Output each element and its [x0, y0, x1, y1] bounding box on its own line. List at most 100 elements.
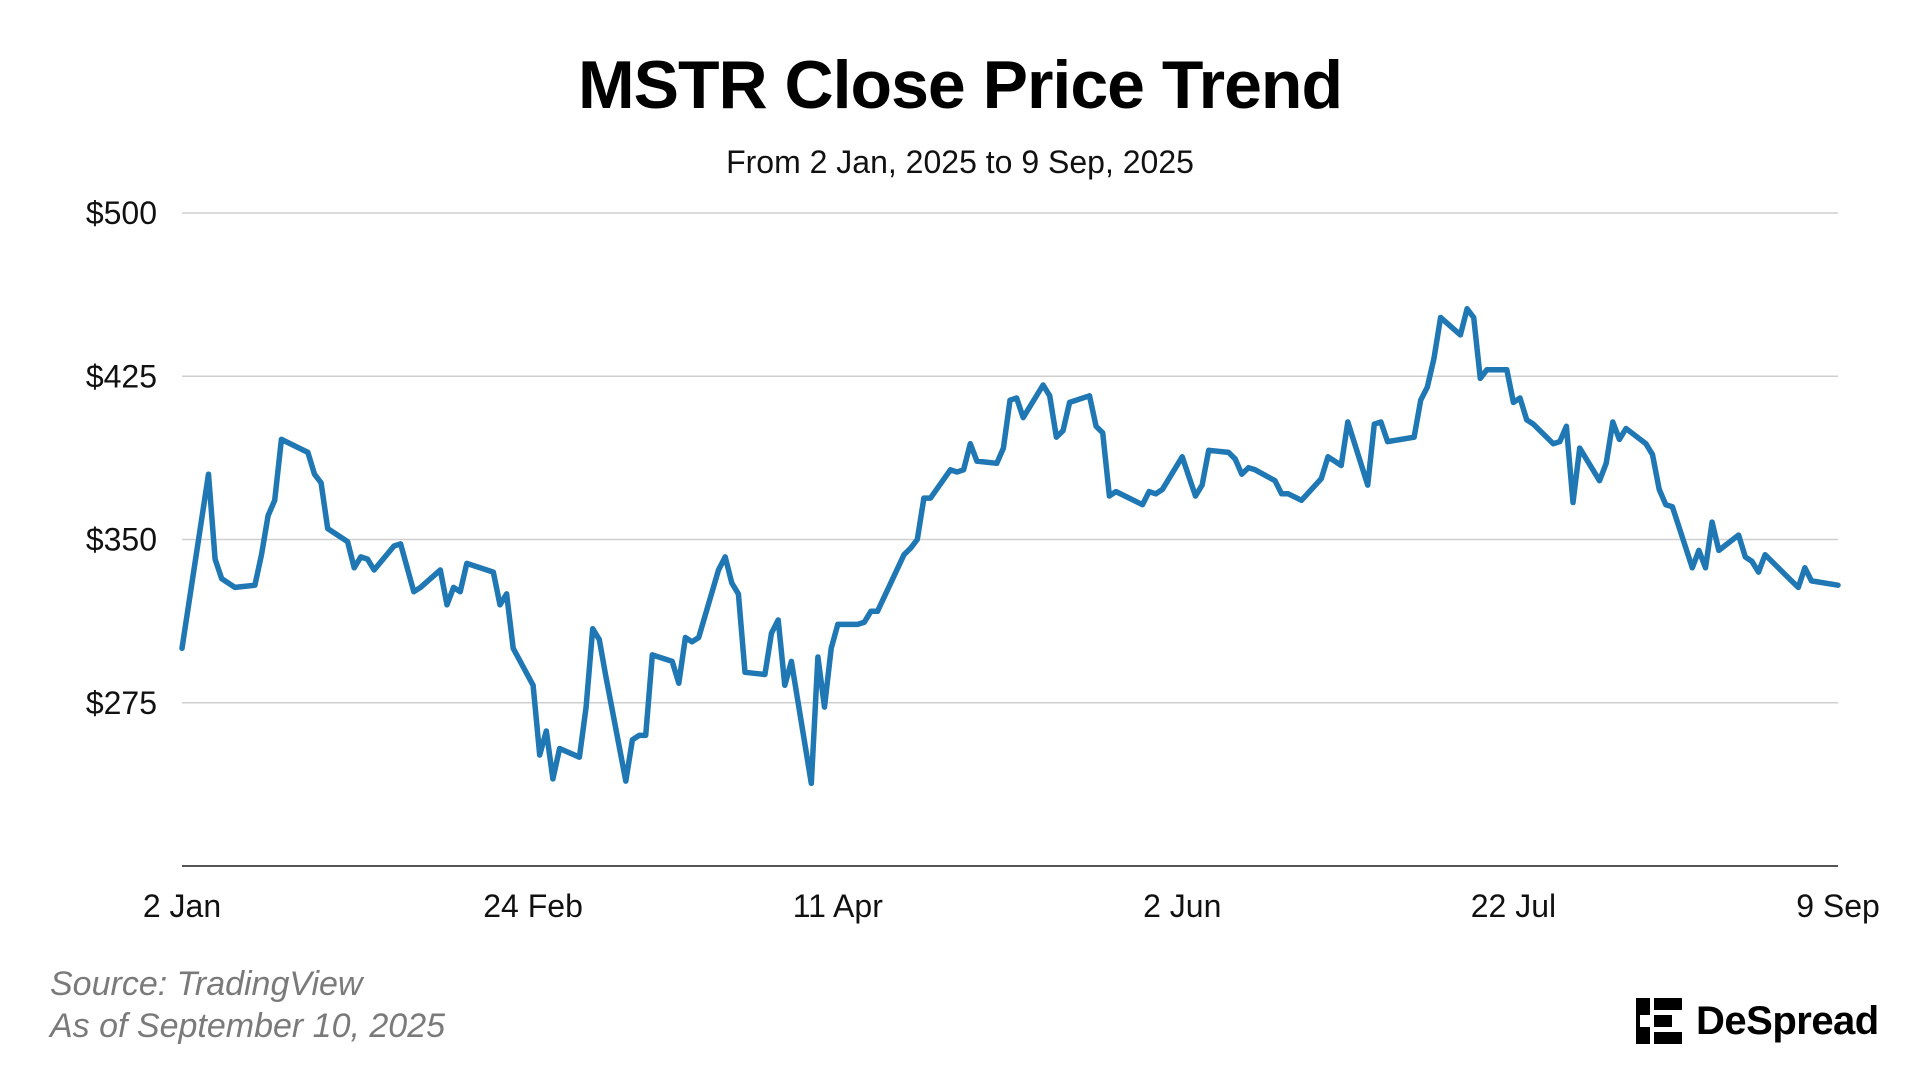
data-point — [265, 513, 271, 519]
data-point — [1193, 493, 1198, 499]
mstr-close-line — [179, 306, 1841, 787]
data-point — [716, 567, 721, 573]
data-point — [1345, 419, 1351, 425]
data-point — [1299, 497, 1304, 503]
data-point — [1610, 419, 1616, 425]
data-point — [557, 746, 563, 751]
asof-line: As of September 10, 2025 — [50, 1007, 446, 1045]
data-point — [1762, 552, 1768, 558]
data-point — [1789, 578, 1795, 584]
data-point — [961, 467, 967, 473]
data-point — [312, 471, 317, 477]
data-point — [994, 460, 1000, 466]
data-point — [1616, 436, 1622, 442]
data-point — [1000, 445, 1006, 451]
data-point — [1325, 454, 1331, 460]
data-point — [1563, 423, 1569, 429]
data-point — [1736, 532, 1742, 538]
data-point — [1159, 486, 1165, 492]
data-point — [808, 780, 814, 786]
data-point — [404, 565, 410, 571]
data-point — [1246, 465, 1251, 471]
data-point — [1199, 482, 1205, 488]
data-point — [1802, 565, 1808, 571]
data-point — [722, 554, 728, 560]
data-point — [914, 537, 920, 542]
data-point — [451, 584, 457, 590]
data-point — [212, 556, 218, 562]
data-point — [437, 567, 443, 573]
x-tick-label: 2 Jan — [143, 888, 221, 924]
data-point — [1279, 491, 1285, 497]
data-point — [464, 560, 470, 566]
data-point — [1318, 476, 1324, 482]
data-point — [974, 458, 980, 464]
data-point — [1431, 356, 1437, 362]
data-point — [1643, 441, 1649, 447]
data-point — [967, 441, 973, 447]
x-tick-label: 9 Sep — [1796, 888, 1880, 924]
data-point — [583, 704, 589, 710]
data-point — [1809, 578, 1814, 584]
data-point — [1703, 565, 1708, 571]
data-point — [272, 497, 278, 503]
data-point — [1378, 419, 1384, 425]
data-point — [1709, 519, 1715, 525]
data-point — [411, 589, 417, 595]
data-point — [1411, 434, 1417, 440]
y-tick-label: $425 — [86, 358, 157, 394]
data-point — [596, 637, 602, 643]
data-point — [1014, 395, 1020, 401]
data-point — [1669, 504, 1675, 510]
brand-name: DeSpread — [1696, 998, 1879, 1043]
data-point — [649, 652, 655, 658]
data-point — [1464, 306, 1470, 312]
data-point — [815, 654, 821, 660]
data-point — [1577, 445, 1583, 451]
despread-logo-icon — [1636, 998, 1682, 1044]
data-point — [1650, 452, 1655, 458]
data-point — [676, 680, 682, 686]
data-point — [782, 682, 788, 688]
data-point — [391, 543, 397, 549]
data-point — [1438, 315, 1444, 320]
data-point — [510, 645, 516, 651]
data-point — [629, 737, 635, 743]
data-point — [769, 630, 774, 636]
data-point — [543, 728, 549, 734]
data-point — [947, 467, 953, 473]
data-point — [1047, 393, 1053, 399]
data-point — [530, 682, 536, 688]
data-point — [576, 754, 582, 760]
data-point — [788, 658, 794, 664]
data-point — [1477, 375, 1483, 381]
data-point — [457, 589, 463, 595]
data-point — [1371, 421, 1377, 427]
data-point — [1510, 399, 1516, 405]
data-point — [1067, 399, 1073, 405]
data-point — [1623, 426, 1629, 431]
data-point — [643, 732, 649, 738]
data-point — [345, 539, 351, 545]
data-point — [954, 469, 960, 475]
data-point — [1656, 486, 1662, 492]
data-point — [398, 541, 404, 547]
data-point — [828, 645, 834, 651]
data-point — [318, 480, 324, 486]
data-point — [735, 591, 741, 597]
data-point — [775, 617, 781, 623]
data-point — [1053, 434, 1059, 440]
data-point — [219, 576, 225, 582]
data-point — [1179, 454, 1185, 460]
data-point — [1100, 430, 1106, 436]
x-axis-ticks: 2 Jan 24 Feb 11 Apr 2 Jun 22 Jul 9 Sep — [143, 888, 1880, 924]
data-point — [1603, 460, 1609, 466]
data-point — [497, 602, 503, 608]
data-point — [365, 556, 370, 562]
data-point — [1252, 467, 1258, 473]
data-point — [1550, 441, 1556, 447]
data-point — [855, 621, 861, 627]
data-point — [1206, 447, 1212, 453]
chart-title: MSTR Close Price Trend — [578, 47, 1343, 123]
